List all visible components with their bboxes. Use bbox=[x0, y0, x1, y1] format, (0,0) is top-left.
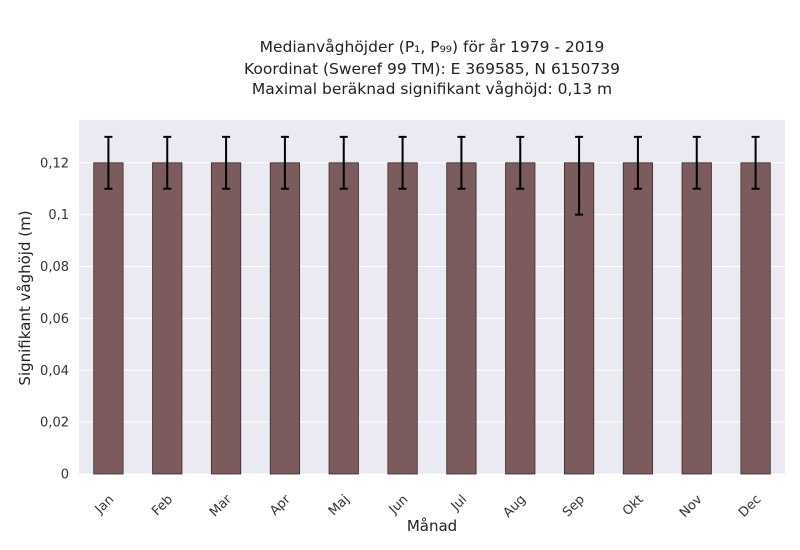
grid-lines bbox=[79, 162, 785, 475]
x-tick-label: Feb bbox=[149, 492, 176, 519]
plot-area bbox=[79, 120, 785, 474]
error-bars bbox=[104, 135, 760, 216]
x-axis-label: Månad bbox=[407, 517, 457, 535]
y-tick-label: 0,04 bbox=[40, 364, 69, 379]
error-bar-dec bbox=[751, 135, 760, 190]
y-tick-label: 0,08 bbox=[40, 260, 69, 275]
error-bar-jul bbox=[457, 135, 466, 190]
error-bar-sep bbox=[575, 135, 584, 216]
y-tick-label: 0,02 bbox=[40, 416, 69, 431]
chart-title-line-1: Medianvåghöjder (P₁, P₉₉) för år 1979 - … bbox=[260, 38, 605, 56]
x-tick-label: Mar bbox=[207, 492, 235, 520]
y-axis-label: Signifikant våghöjd (m) bbox=[16, 210, 34, 385]
y-tick-labels: 0 0,02 0,04 0,06 0,08 0,1 0,12 bbox=[40, 156, 69, 482]
x-tick-label: Aug bbox=[501, 492, 530, 521]
x-tick-label: Okt bbox=[620, 492, 647, 519]
error-bar-mar bbox=[222, 135, 231, 190]
bar-dec bbox=[740, 162, 771, 475]
chart-title-line-2: Koordinat (Sweref 99 TM): E 369585, N 61… bbox=[244, 60, 620, 78]
x-tick-label: Dec bbox=[736, 492, 764, 520]
error-bar-jun bbox=[398, 135, 407, 190]
x-tick-label: Maj bbox=[326, 492, 353, 519]
x-tick-label: Jul bbox=[448, 492, 470, 514]
bar-nov bbox=[681, 162, 712, 475]
bars bbox=[93, 162, 771, 475]
x-tick-label: Sep bbox=[560, 492, 588, 520]
chart-title-line-3: Maximal beräknad signifikant våghöjd: 0,… bbox=[252, 80, 612, 98]
y-tick-label: 0,12 bbox=[40, 156, 69, 171]
error-bar-jan bbox=[104, 135, 113, 190]
error-bar-okt bbox=[633, 135, 642, 190]
error-bar-feb bbox=[163, 135, 172, 190]
bar-okt bbox=[622, 162, 654, 475]
bar-aug bbox=[505, 162, 536, 475]
x-tick-label: Nov bbox=[677, 492, 706, 521]
error-bar-maj bbox=[339, 135, 348, 190]
y-tick-label: 0 bbox=[61, 468, 69, 483]
bar-jan bbox=[93, 162, 124, 475]
bar-feb bbox=[152, 162, 183, 475]
error-bar-apr bbox=[280, 135, 289, 190]
error-bar-aug bbox=[516, 135, 525, 190]
bar-jul bbox=[446, 162, 477, 475]
x-tick-label: Apr bbox=[267, 492, 294, 519]
y-tick-label: 0,06 bbox=[40, 312, 69, 327]
bar-mar bbox=[210, 162, 242, 475]
error-bar-nov bbox=[692, 135, 701, 190]
bar-apr bbox=[269, 162, 301, 475]
bar-maj bbox=[328, 162, 359, 475]
y-tick-label: 0,1 bbox=[48, 208, 69, 223]
x-tick-label: Jan bbox=[92, 492, 117, 517]
bar-jun bbox=[387, 162, 418, 475]
x-tick-label: Jun bbox=[386, 492, 412, 518]
